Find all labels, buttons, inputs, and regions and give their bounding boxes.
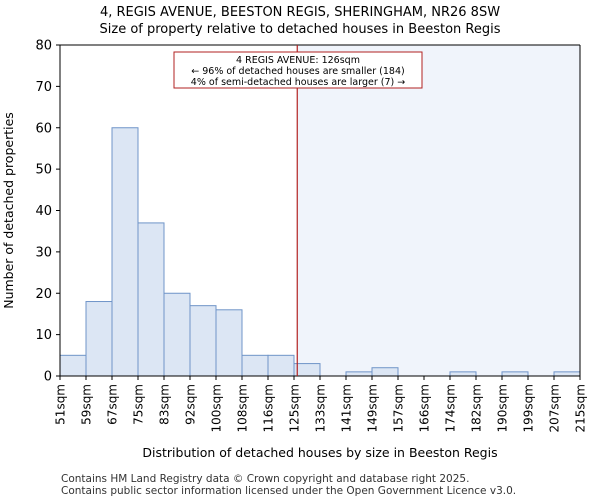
- y-tick-label: 0: [44, 370, 52, 385]
- histogram-chart: 0 10 20 30 40 50 60 70 80 51sqm 59sqm 67sqm 75sqm 83s…: [1, 39, 588, 461]
- x-tick-label: 215sqm: [574, 384, 588, 432]
- x-tick-label: 157sqm: [392, 384, 406, 432]
- histogram-bar: [501, 371, 529, 377]
- x-tick-label: 67sqm: [106, 384, 120, 425]
- x-tick-label: 92sqm: [184, 384, 198, 425]
- y-axis-label: Number of detached properties: [1, 112, 16, 309]
- annotation-line-3: 4% of semi-detached houses are larger (7…: [191, 77, 405, 88]
- x-tick-label: 51sqm: [54, 384, 68, 425]
- y-tick-label: 60: [35, 121, 52, 136]
- histogram-bar: [137, 222, 165, 377]
- histogram-bar: [371, 367, 399, 377]
- x-tick-label: 116sqm: [262, 384, 276, 432]
- histogram-bar: [241, 354, 269, 377]
- y-tick-label: 10: [35, 328, 52, 343]
- chart-subtitle: Size of property relative to detached ho…: [99, 22, 501, 37]
- x-tick-label: 166sqm: [418, 384, 432, 432]
- x-tick-label: 207sqm: [548, 384, 562, 432]
- x-tick-label: 190sqm: [496, 384, 510, 432]
- x-tick-label: 199sqm: [522, 384, 536, 432]
- histogram-bar: [267, 354, 295, 377]
- y-tick-label: 20: [35, 287, 52, 302]
- footer-copyright: Contains HM Land Registry data © Crown c…: [61, 473, 470, 485]
- y-tick-label: 30: [35, 245, 52, 260]
- x-axis-label: Distribution of detached houses by size …: [142, 445, 497, 460]
- histogram-bar: [449, 371, 477, 377]
- highlight-region: [297, 45, 580, 376]
- x-tick-label: 100sqm: [210, 384, 224, 432]
- y-tick-label: 70: [35, 80, 52, 95]
- annotation-line-1: 4 REGIS AVENUE: 126sqm: [236, 55, 360, 66]
- x-tick-label: 141sqm: [340, 384, 354, 432]
- histogram-bar: [553, 371, 581, 377]
- chart-title: 4, REGIS AVENUE, BEESTON REGIS, SHERINGH…: [99, 5, 501, 20]
- x-tick-label: 182sqm: [470, 384, 484, 432]
- histogram-bar: [215, 309, 243, 377]
- annotation-line-2: ← 96% of detached houses are smaller (18…: [191, 66, 404, 77]
- histogram-bar: [345, 371, 373, 377]
- annotation-box: [173, 51, 423, 89]
- histogram-bar: [85, 301, 113, 377]
- histogram-bar: [293, 363, 321, 377]
- histogram-bar: [189, 305, 217, 377]
- x-tick-label: 133sqm: [314, 384, 328, 432]
- x-tick-label: 125sqm: [288, 384, 302, 432]
- x-tick-label: 108sqm: [236, 384, 250, 432]
- y-tick-label: 80: [35, 39, 52, 54]
- histogram-bar: [111, 127, 139, 377]
- x-tick-label: 59sqm: [80, 384, 94, 425]
- histogram-bar: [59, 354, 87, 377]
- x-tick-label: 174sqm: [444, 384, 458, 432]
- y-tick-label: 40: [35, 204, 52, 219]
- histogram-bar: [163, 292, 191, 377]
- x-tick-label: 149sqm: [366, 384, 380, 432]
- x-tick-label: 75sqm: [132, 384, 146, 425]
- x-tick-label: 83sqm: [158, 384, 172, 425]
- footer-licence: Contains public sector information licen…: [61, 485, 517, 497]
- y-tick-label: 50: [35, 163, 52, 178]
